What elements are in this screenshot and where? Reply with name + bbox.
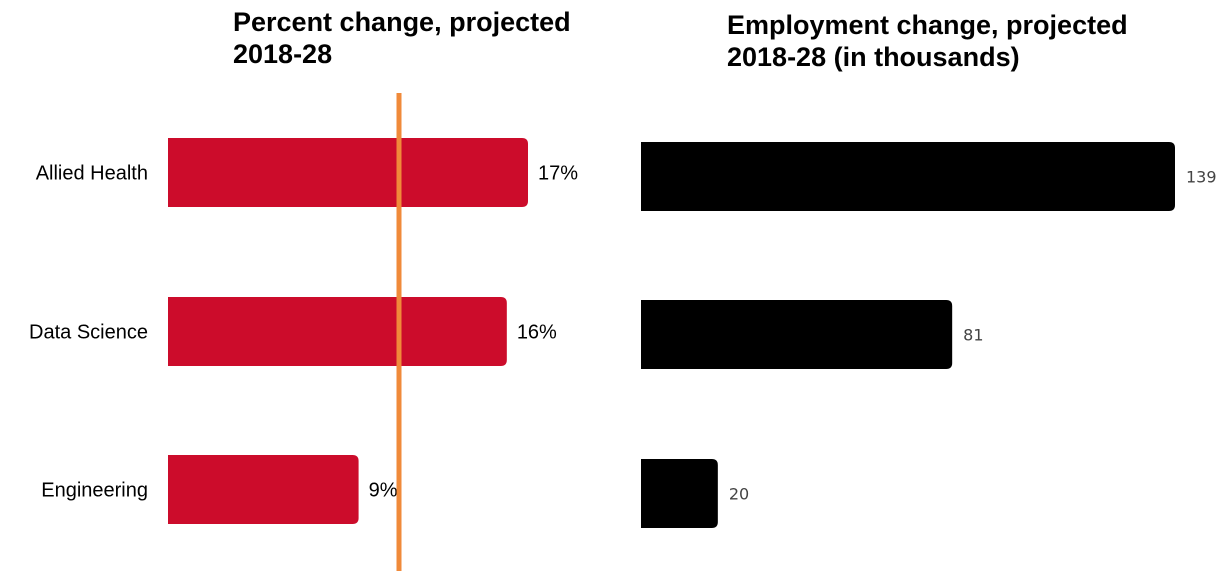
category-label-engineering: Engineering	[41, 480, 148, 502]
bar-percent-data-science	[168, 297, 507, 366]
value-label-percent-data-science: 16%	[517, 322, 557, 344]
category-label-allied-health: Allied Health	[36, 163, 148, 185]
value-label-percent-engineering: 9%	[369, 480, 398, 502]
value-label-employment-engineering: 20	[729, 485, 749, 504]
bar-employment-allied-health	[641, 142, 1175, 211]
bar-employment-data-science	[641, 300, 953, 369]
value-label-percent-allied-health: 17%	[538, 163, 578, 185]
bar-percent-engineering	[168, 455, 359, 524]
chart-title-employment-change: Employment change, projected 2018-28 (in…	[727, 10, 1128, 72]
bar-percent-allied-health	[168, 138, 528, 207]
category-label-data-science: Data Science	[29, 322, 148, 344]
bar-employment-engineering	[641, 459, 718, 528]
chart-title-percent-change: Percent change, projected 2018-28	[233, 7, 571, 69]
value-label-employment-allied-health: 139	[1186, 168, 1217, 187]
value-label-employment-data-science: 81	[963, 326, 983, 345]
